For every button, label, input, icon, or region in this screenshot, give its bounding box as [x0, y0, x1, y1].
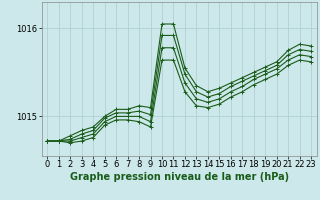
X-axis label: Graphe pression niveau de la mer (hPa): Graphe pression niveau de la mer (hPa): [70, 172, 289, 182]
